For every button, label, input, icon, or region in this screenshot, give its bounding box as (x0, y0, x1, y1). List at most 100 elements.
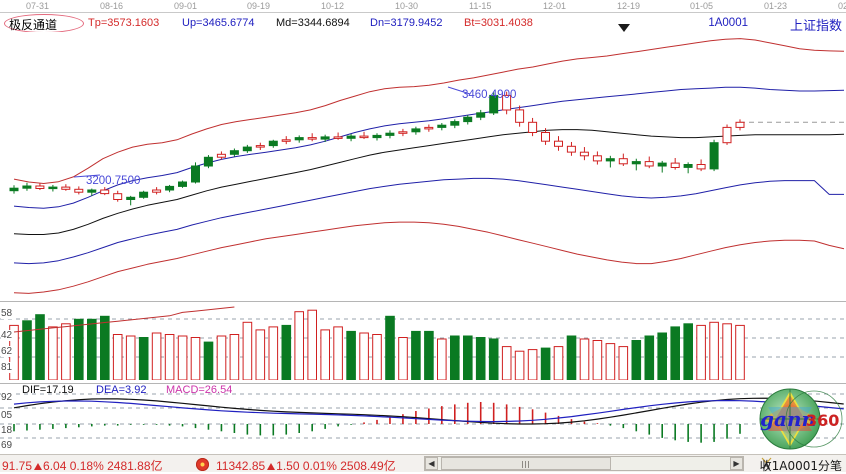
candlestick[interactable] (579, 147, 589, 161)
volume-bar[interactable] (540, 347, 551, 380)
volume-bar[interactable] (203, 341, 214, 380)
quote-right[interactable]: 11342.85 1.50 0.01% 2508.49亿 (216, 457, 396, 474)
candlestick[interactable] (372, 133, 382, 141)
volume-bar[interactable] (514, 350, 525, 380)
candlestick[interactable] (113, 190, 123, 202)
candlestick[interactable] (35, 183, 45, 191)
volume-bar[interactable] (475, 337, 486, 381)
candlestick[interactable] (216, 151, 226, 160)
price-chart-canvas[interactable] (0, 32, 846, 300)
candlestick[interactable] (22, 182, 32, 191)
volume-panel[interactable] (0, 302, 846, 380)
candlestick[interactable] (48, 184, 58, 192)
candlestick[interactable] (87, 188, 97, 196)
volume-chart-canvas[interactable] (0, 302, 846, 380)
candlestick[interactable] (592, 151, 602, 165)
volume-bar[interactable] (229, 334, 240, 381)
scroll-left-arrow-icon[interactable]: ◀ (425, 457, 438, 470)
candlestick[interactable] (203, 155, 213, 169)
volume-bar[interactable] (553, 346, 564, 380)
volume-bar[interactable] (281, 324, 292, 380)
volume-bar[interactable] (385, 315, 395, 380)
candlestick[interactable] (541, 128, 550, 145)
volume-bar[interactable] (735, 324, 745, 380)
volume-bar[interactable] (696, 324, 706, 380)
candlestick[interactable] (735, 119, 745, 131)
candlestick[interactable] (696, 159, 706, 172)
candlestick[interactable] (722, 124, 732, 145)
volume-bar[interactable] (346, 330, 356, 380)
candlestick[interactable] (100, 187, 110, 196)
volume-bar[interactable] (74, 318, 84, 380)
volume-bar[interactable] (35, 314, 45, 380)
candlestick[interactable] (139, 190, 149, 199)
volume-bar[interactable] (501, 346, 512, 380)
volume-bar[interactable] (709, 321, 719, 380)
candlestick[interactable] (126, 195, 136, 206)
volume-bar[interactable] (437, 338, 447, 380)
horizontal-scrollbar[interactable]: ◀ ▶ (424, 456, 744, 471)
candlestick[interactable] (709, 139, 719, 172)
volume-bar[interactable] (61, 323, 71, 380)
volume-bar[interactable] (242, 321, 253, 380)
candlestick[interactable] (255, 142, 265, 150)
volume-bar[interactable] (177, 335, 188, 380)
candlestick[interactable] (307, 133, 317, 142)
volume-bar[interactable] (411, 330, 421, 380)
price-chart-panel[interactable] (0, 24, 846, 300)
candlestick[interactable] (528, 117, 538, 137)
candlestick[interactable] (61, 184, 71, 191)
volume-bar[interactable] (333, 326, 343, 380)
volume-bar[interactable] (463, 335, 473, 380)
candlestick[interactable] (437, 123, 447, 131)
volume-bar[interactable] (138, 337, 149, 381)
candlestick[interactable] (476, 109, 486, 121)
candlestick[interactable] (489, 92, 499, 116)
volume-bar[interactable] (657, 332, 668, 380)
volume-bar[interactable] (100, 315, 110, 380)
volume-bar[interactable] (164, 334, 175, 381)
candlestick[interactable] (281, 136, 291, 145)
candlestick[interactable] (618, 153, 628, 166)
volume-bar[interactable] (190, 337, 201, 381)
candlestick[interactable] (191, 162, 200, 184)
volume-bar[interactable] (125, 335, 136, 380)
volume-bar[interactable] (48, 326, 58, 380)
candlestick[interactable] (450, 119, 460, 129)
volume-bar[interactable] (359, 332, 369, 380)
candlestick[interactable] (268, 139, 278, 148)
volume-bar[interactable] (22, 320, 32, 380)
candlestick[interactable] (178, 180, 187, 188)
volume-bar[interactable] (618, 346, 629, 380)
volume-bar[interactable] (527, 349, 538, 380)
volume-bar[interactable] (670, 326, 681, 380)
volume-bar[interactable] (398, 337, 408, 381)
volume-bar[interactable] (579, 338, 590, 380)
candlestick[interactable] (657, 160, 667, 173)
candlestick[interactable] (463, 115, 473, 125)
candlestick[interactable] (359, 131, 369, 140)
volume-bar[interactable] (605, 343, 616, 380)
volume-bar[interactable] (450, 335, 460, 380)
candlestick[interactable] (333, 132, 343, 140)
candlestick[interactable] (411, 126, 421, 135)
volume-bar[interactable] (488, 338, 499, 380)
candlestick[interactable] (566, 141, 576, 156)
volume-bar[interactable] (268, 326, 279, 380)
candlestick[interactable] (165, 184, 175, 193)
scrollbar-thumb[interactable] (441, 457, 611, 470)
candlestick[interactable] (9, 185, 19, 194)
volume-bar[interactable] (255, 329, 266, 380)
candlestick[interactable] (605, 155, 615, 168)
candlestick[interactable] (346, 133, 356, 142)
volume-bar[interactable] (424, 330, 434, 380)
macd-panel[interactable] (0, 384, 846, 454)
candlestick[interactable] (74, 186, 84, 195)
volume-bar[interactable] (592, 340, 603, 381)
candlestick[interactable] (242, 144, 252, 153)
volume-bar[interactable] (151, 332, 162, 380)
candlestick[interactable] (320, 134, 330, 142)
volume-bar[interactable] (112, 334, 123, 381)
volume-bar[interactable] (307, 309, 317, 380)
candlestick[interactable] (385, 130, 395, 139)
